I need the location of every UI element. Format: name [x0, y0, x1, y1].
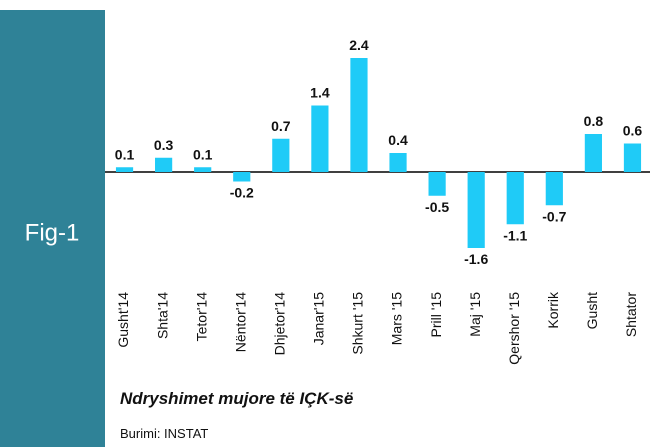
bar — [115, 167, 134, 172]
bar — [311, 105, 329, 172]
bar — [506, 172, 524, 225]
x-tick-label: Janar'15 — [311, 292, 327, 345]
x-tick-label: Gusht — [584, 292, 600, 329]
x-tick-label: Mars '15 — [389, 292, 405, 345]
x-tick-label: Prill '15 — [428, 292, 444, 338]
bar — [467, 172, 485, 248]
value-label: 0.1 — [193, 146, 213, 162]
value-label: -1.6 — [464, 251, 488, 267]
bar — [623, 143, 642, 172]
x-tick-label: Tetor'14 — [193, 292, 209, 342]
x-tick-label: Nëntor'14 — [232, 292, 248, 352]
value-label: 2.4 — [349, 37, 369, 53]
x-tick-label: Dhjetor'14 — [272, 292, 288, 356]
x-tick-label: Korrik — [545, 291, 561, 329]
value-label: 0.7 — [271, 118, 291, 134]
value-label: -0.7 — [542, 208, 566, 224]
bar — [584, 134, 602, 172]
x-tick-label: Maj '15 — [467, 292, 483, 337]
value-label: -0.2 — [230, 185, 254, 201]
x-tick-label: Shtator — [623, 292, 639, 337]
value-label: -0.5 — [425, 199, 449, 215]
x-tick-label: Qershor '15 — [506, 292, 522, 365]
value-label: 0.6 — [623, 123, 643, 139]
bar — [428, 172, 446, 196]
bar — [233, 172, 251, 182]
value-label: 0.3 — [154, 137, 174, 153]
source: Burimi: INSTAT — [120, 426, 208, 441]
value-label: 0.1 — [115, 146, 135, 162]
bar — [155, 157, 173, 172]
bar — [545, 172, 563, 206]
bar — [272, 138, 290, 172]
x-tick-label: Shkurt '15 — [350, 292, 366, 355]
value-label: 1.4 — [310, 85, 330, 101]
bar — [389, 153, 407, 172]
value-label: 0.8 — [584, 113, 604, 129]
figure-label: Fig-1 — [25, 219, 80, 246]
side-panel — [0, 10, 105, 447]
bar — [350, 58, 368, 172]
x-tick-label: Gusht'14 — [115, 292, 131, 348]
chart-title: Ndryshimet mujore të IÇK-së — [120, 389, 353, 408]
bar — [194, 167, 212, 172]
value-label: -1.1 — [503, 227, 527, 243]
value-label: 0.4 — [388, 132, 408, 148]
x-tick-label: Shta'14 — [154, 292, 170, 339]
